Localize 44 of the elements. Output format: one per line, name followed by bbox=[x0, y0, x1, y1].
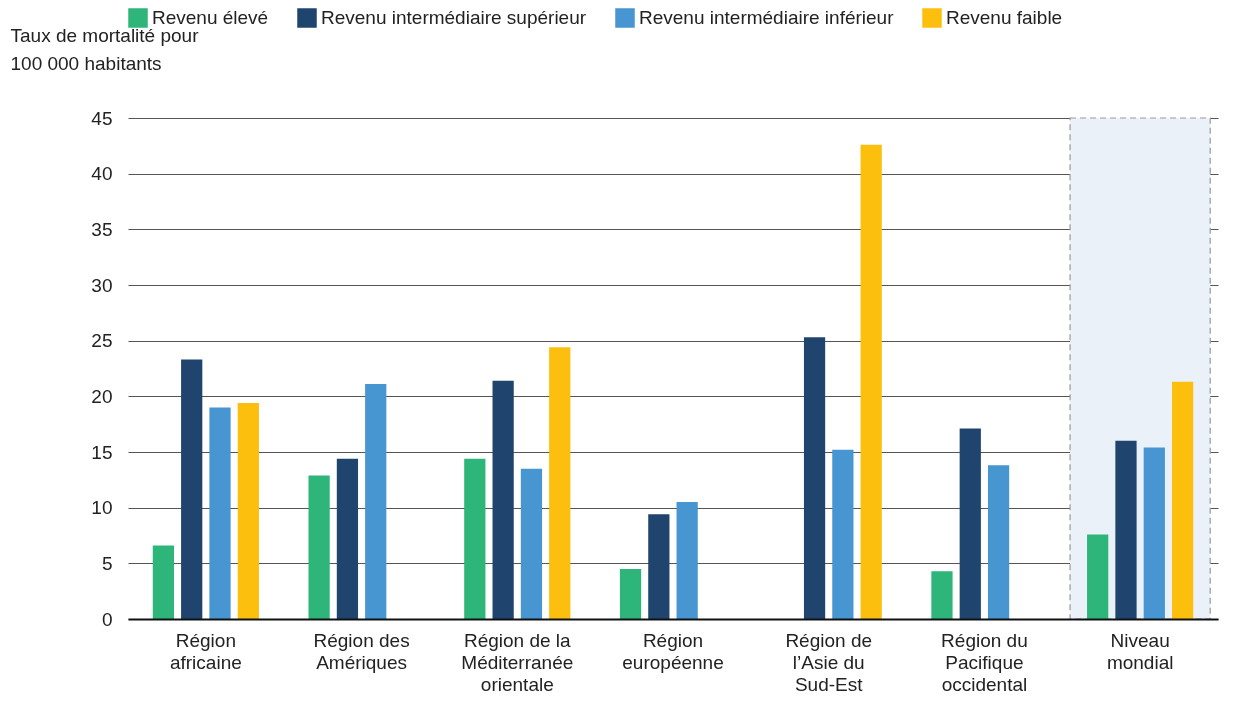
x-tick-label: Région africaine bbox=[169, 629, 242, 673]
bar bbox=[1115, 440, 1137, 619]
legend-label: Revenu intermédiaire supérieur bbox=[321, 7, 587, 28]
legend-label: Revenu intermédiaire inférieur bbox=[639, 7, 895, 28]
x-tick-label: Région européenne bbox=[622, 629, 724, 673]
y-tick-label: 20 bbox=[91, 385, 113, 407]
y-tick-label: 25 bbox=[91, 330, 113, 352]
bar bbox=[860, 144, 882, 619]
bar bbox=[181, 359, 203, 619]
y-tick-label: 15 bbox=[91, 441, 113, 463]
legend-label: Revenu faible bbox=[946, 7, 1063, 28]
bar bbox=[308, 475, 330, 619]
bar bbox=[152, 545, 175, 619]
y-tick-label: 40 bbox=[91, 163, 113, 185]
y-tick-label: 45 bbox=[91, 107, 113, 129]
bar bbox=[1087, 534, 1109, 619]
bar bbox=[676, 502, 698, 619]
y-tick-label: 5 bbox=[101, 552, 113, 574]
bar bbox=[648, 514, 670, 619]
x-tick-label: Région de l’Asie du Sud-Est bbox=[785, 629, 873, 695]
bar bbox=[549, 347, 571, 619]
bar bbox=[365, 384, 387, 619]
bar bbox=[209, 407, 231, 619]
y-tick-label: 0 bbox=[101, 608, 113, 630]
bar bbox=[1171, 381, 1194, 619]
bar bbox=[803, 337, 826, 619]
x-tick-label: Région de la Méditerranée orientale bbox=[461, 629, 574, 695]
x-tick-label: Région des Amériques bbox=[313, 629, 410, 673]
x-tick-label: Niveau mondial bbox=[1106, 629, 1174, 673]
bar bbox=[931, 571, 953, 619]
bar bbox=[336, 458, 359, 619]
bar bbox=[619, 568, 642, 619]
bar bbox=[464, 458, 486, 619]
bar bbox=[959, 428, 981, 619]
y-tick-label: 35 bbox=[91, 218, 113, 240]
bar bbox=[1143, 447, 1165, 619]
bar bbox=[987, 465, 1010, 619]
bar bbox=[492, 380, 514, 619]
bar bbox=[832, 449, 854, 619]
y-tick-label: 10 bbox=[91, 497, 113, 519]
y-tick-label: 30 bbox=[91, 274, 113, 296]
bar bbox=[520, 468, 543, 619]
x-tick-label: Région du Pacifique occidental bbox=[941, 629, 1028, 695]
bar bbox=[237, 403, 259, 619]
